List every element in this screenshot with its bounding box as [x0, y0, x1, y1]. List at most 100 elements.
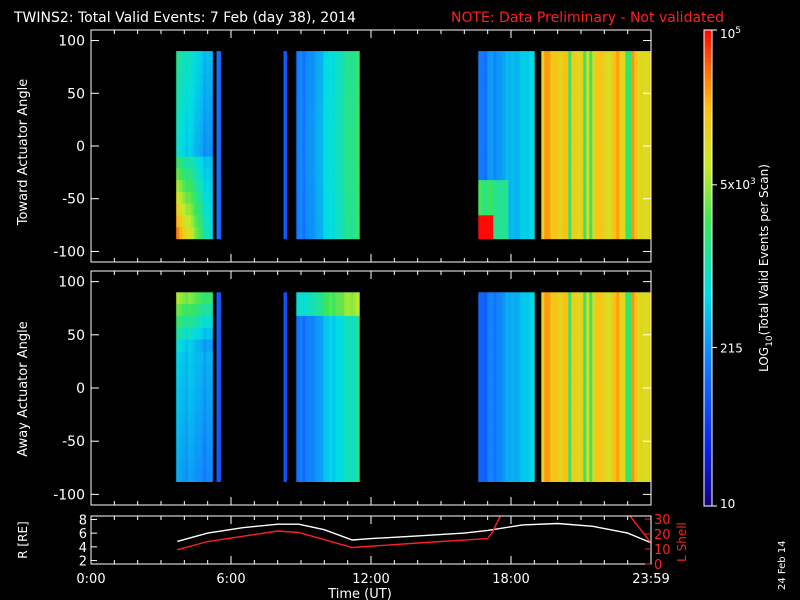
heatmap-cell [356, 74, 360, 87]
heatmap-cell [520, 315, 524, 329]
heatmap-cell [628, 98, 632, 111]
heatmap-cell [203, 191, 207, 204]
heatmap-cell [646, 469, 650, 482]
heatmap-cell [216, 191, 220, 204]
heatmap-cell [592, 168, 596, 181]
heatmap-cell [191, 327, 195, 340]
heatmap-cell [523, 144, 527, 157]
heatmap-cell [553, 98, 557, 111]
heatmap-cell [299, 156, 303, 169]
heatmap-cell [526, 109, 530, 122]
colorbar-step [704, 291, 712, 297]
heatmap-cell [628, 156, 632, 169]
heatmap-cell [305, 386, 309, 400]
heatmap-cell [505, 398, 509, 411]
heatmap-cell [580, 410, 584, 423]
heatmap-cell [296, 156, 300, 169]
heatmap-cell [496, 434, 500, 447]
heatmap-cell [604, 315, 608, 329]
heatmap-cell [559, 351, 563, 364]
heatmap-cell [219, 74, 221, 87]
heatmap-cell [505, 434, 509, 447]
heatmap-cell [219, 144, 221, 157]
heatmap-cell [493, 180, 497, 193]
colorbar-step [704, 307, 712, 313]
heatmap-cell [353, 191, 357, 204]
heatmap-cell [493, 191, 497, 204]
heatmap-cell [553, 227, 557, 240]
heatmap-cell [520, 109, 524, 122]
colorbar-step [704, 85, 712, 90]
heatmap-cell [568, 215, 572, 228]
heatmap-cell [565, 434, 569, 447]
heatmap-cell [493, 469, 497, 482]
heatmap-cell [296, 422, 300, 435]
heatmap-cell [179, 51, 183, 64]
heatmap-cell [335, 422, 339, 435]
heatmap-cell [649, 327, 652, 340]
heatmap-cell [616, 203, 620, 216]
heatmap-cell [194, 363, 198, 376]
heatmap-cell [541, 327, 545, 340]
heatmap-cell [646, 191, 650, 204]
heatmap-cell [317, 180, 321, 193]
heatmap-cell [188, 109, 192, 122]
heatmap-cell [637, 203, 641, 216]
heatmap-cell [628, 203, 632, 216]
heatmap-cell [649, 351, 652, 364]
heatmap-cell [589, 144, 593, 157]
heatmap-cell [219, 410, 221, 423]
lshell-series-line [177, 516, 651, 551]
colorbar-step [704, 351, 712, 356]
heatmap-cell [580, 375, 584, 388]
heatmap-cell [640, 422, 644, 435]
heatmap-cell [350, 133, 354, 146]
heatmap-cell [182, 133, 186, 146]
heatmap-cell [478, 469, 482, 482]
heatmap-cell [496, 457, 500, 471]
heatmap-cell [565, 62, 569, 75]
heatmap-cell [487, 180, 491, 193]
heatmap-cell [484, 410, 488, 423]
heatmap-cell [188, 86, 192, 99]
heatmap-cell [188, 434, 192, 447]
heatmap-cell [547, 133, 551, 146]
heatmap-cell [182, 168, 186, 181]
heatmap-cell [341, 51, 345, 64]
heatmap-cell [571, 121, 575, 134]
heatmap-cell [197, 304, 201, 317]
toward-ylabel: Toward Actuator Angle [16, 79, 31, 226]
heatmap-cell [610, 51, 614, 64]
heatmap-cell [347, 469, 351, 482]
heatmap-cell [559, 292, 563, 305]
heatmap-cell [197, 144, 201, 157]
heatmap-cell [643, 133, 647, 146]
heatmap-cell [283, 304, 287, 317]
heatmap-cell [296, 180, 300, 193]
colorbar-step [704, 268, 712, 273]
heatmap-cell [216, 156, 220, 169]
heatmap-cell [283, 386, 287, 400]
heatmap-cell [314, 227, 318, 240]
heatmap-cell [305, 292, 309, 305]
heatmap-cell [628, 215, 632, 228]
heatmap-cell [219, 386, 221, 400]
heatmap-cell [508, 62, 512, 75]
heatmap-cell [326, 51, 330, 64]
heatmap-cell [188, 446, 192, 459]
heatmap-cell [511, 62, 515, 75]
heatmap-cell [514, 74, 518, 87]
heatmap-cell [356, 133, 360, 146]
heatmap-cell [511, 304, 515, 317]
heatmap-cell [547, 422, 551, 435]
heatmap-cell [544, 86, 548, 99]
heatmap-cell [556, 410, 560, 423]
heatmap-cell [493, 292, 497, 305]
heatmap-cell [643, 386, 647, 400]
heatmap-cell [622, 168, 626, 181]
heatmap-cell [604, 457, 608, 471]
heatmap-cell [592, 457, 596, 471]
heatmap-cell [191, 227, 195, 240]
heatmap-cell [628, 375, 632, 388]
heatmap-cell [356, 327, 360, 340]
